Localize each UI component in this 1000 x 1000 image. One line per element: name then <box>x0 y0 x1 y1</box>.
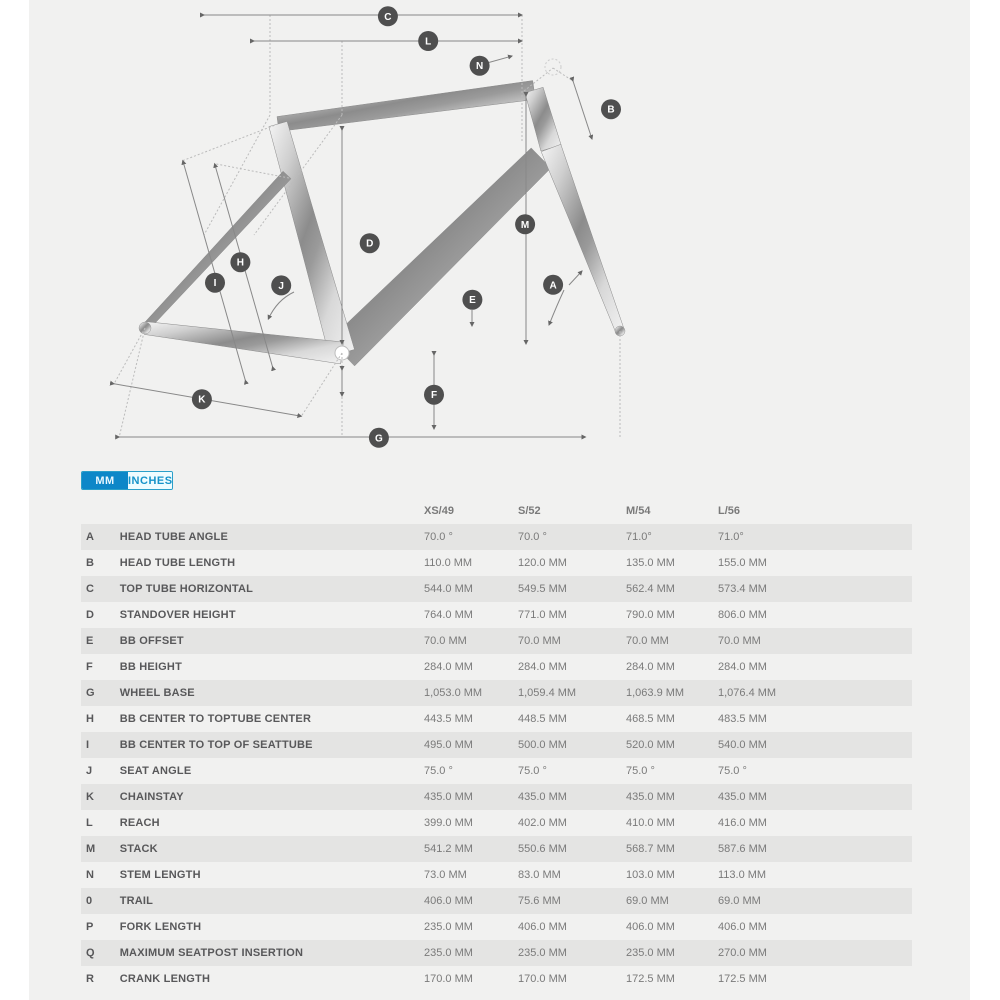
svg-text:G: G <box>375 433 383 444</box>
svg-text:H: H <box>237 258 244 269</box>
svg-text:D: D <box>366 239 373 250</box>
svg-text:I: I <box>214 278 217 289</box>
svg-text:K: K <box>198 395 206 406</box>
svg-text:E: E <box>469 295 476 306</box>
svg-text:F: F <box>431 390 437 401</box>
svg-text:C: C <box>384 12 391 23</box>
svg-text:B: B <box>607 105 614 116</box>
svg-text:N: N <box>476 61 483 72</box>
svg-text:M: M <box>521 220 529 231</box>
svg-text:L: L <box>425 37 431 48</box>
svg-text:J: J <box>278 281 284 292</box>
svg-text:A: A <box>549 280 556 291</box>
